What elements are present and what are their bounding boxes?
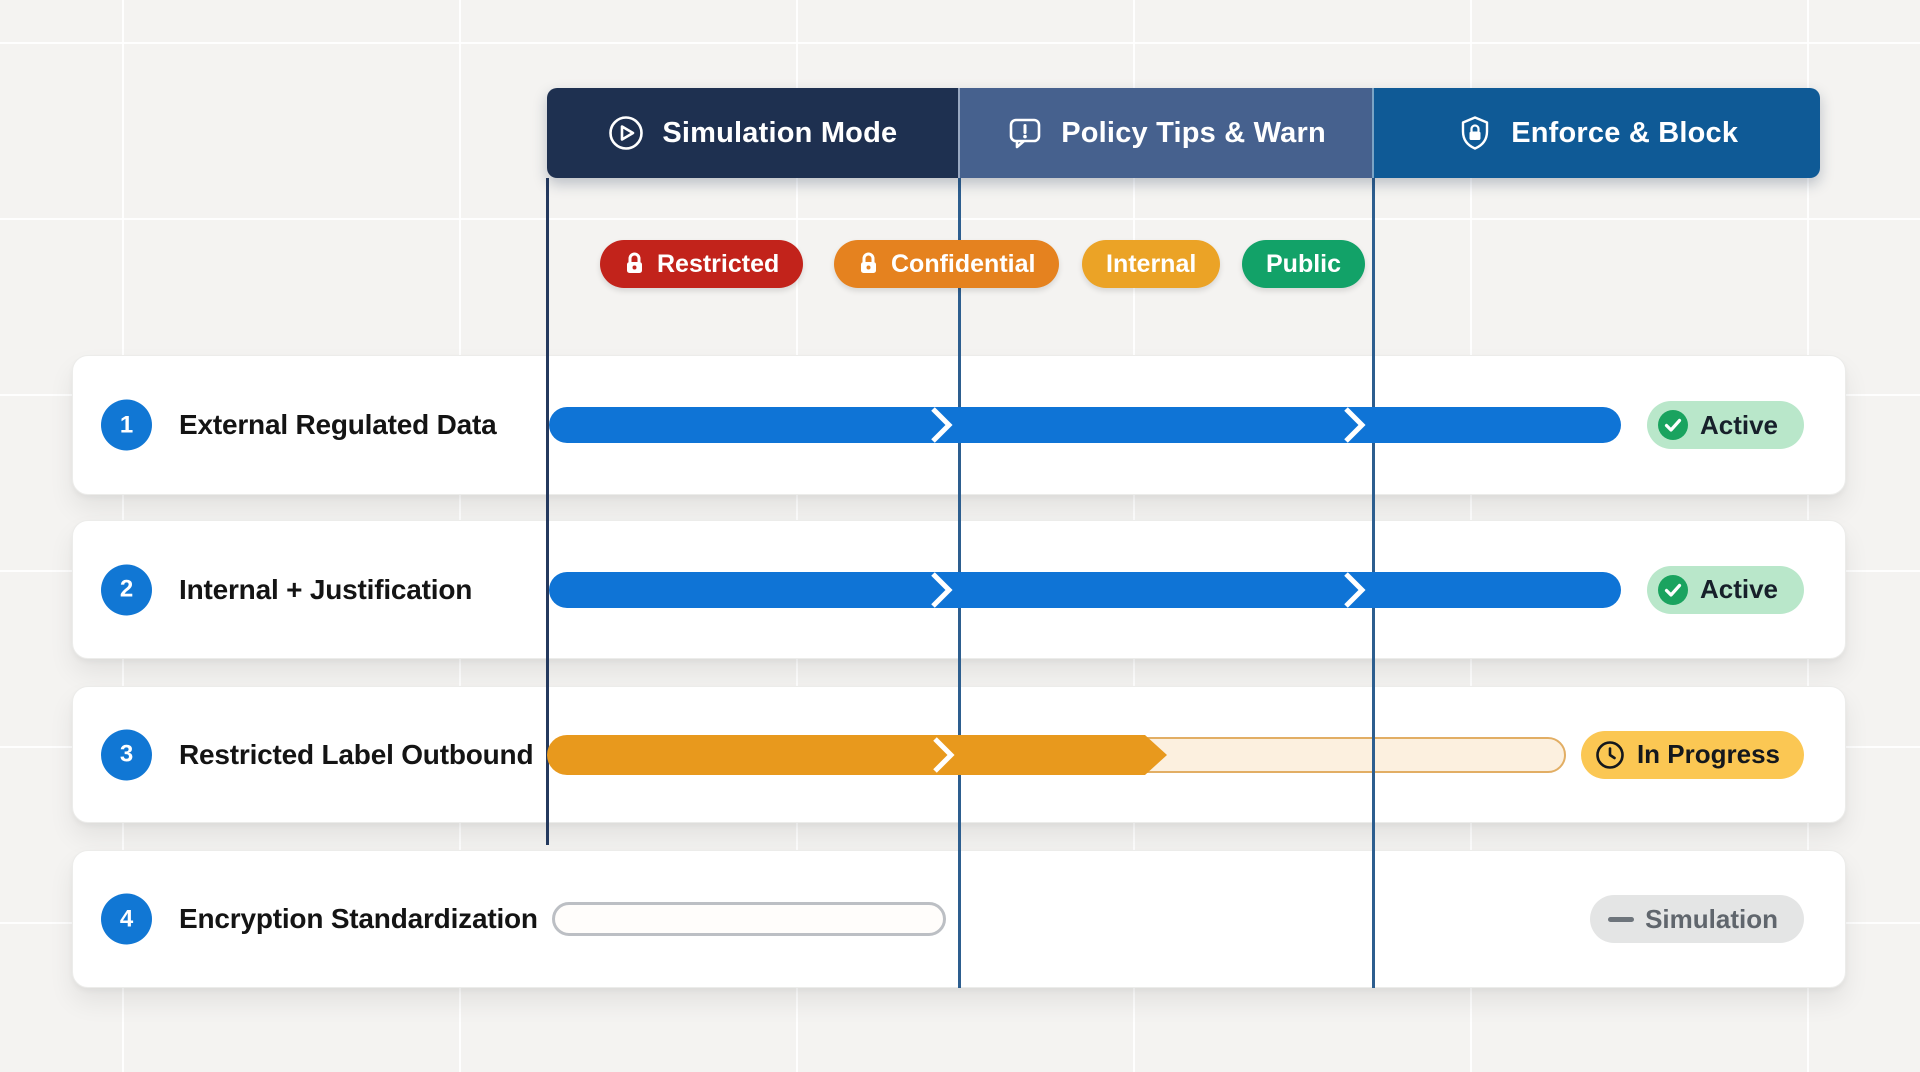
row-number-badge: 2	[101, 564, 152, 615]
row-number-badge: 1	[101, 399, 152, 451]
progress-bar-full	[549, 571, 1621, 608]
progress-track-empty	[552, 902, 946, 936]
clock-icon	[1596, 740, 1624, 769]
row-title: Internal + Justification	[179, 573, 473, 605]
phase-guideline-1	[546, 178, 549, 845]
row-title: Restricted Label Outbound	[179, 738, 534, 770]
status-label: Active	[1699, 574, 1778, 604]
progress-bar-partial	[547, 734, 1169, 775]
bar-chevron-icon	[1344, 571, 1366, 608]
check-circle-icon	[1657, 410, 1688, 440]
tab-label: Simulation Mode	[662, 116, 898, 149]
chip-label: Restricted	[657, 249, 780, 278]
row-title: Encryption Standardization	[179, 903, 538, 935]
policy-tip-icon	[1009, 118, 1041, 149]
play-circle-icon	[609, 116, 644, 150]
row-number-badge: 3	[101, 729, 152, 780]
status-badge-simulation: Simulation	[1590, 895, 1804, 943]
progress-bar-fill	[547, 734, 1167, 775]
bar-chevron-icon	[933, 736, 955, 773]
status-label: Simulation	[1645, 903, 1778, 934]
bar-chevron-icon	[931, 571, 953, 608]
lock-icon	[861, 252, 876, 273]
row-number-badge: 4	[101, 893, 152, 945]
phase-header: Simulation Mode Policy Tips & Warn Enfor…	[547, 88, 1820, 178]
label-chip-confidential[interactable]: Confidential	[834, 240, 1060, 288]
tab-label: Enforce & Block	[1511, 116, 1739, 149]
check-circle-icon	[1657, 574, 1688, 605]
policy-row-external-regulated-data: 1 External Regulated Data Active	[72, 355, 1846, 495]
label-chip-public[interactable]: Public	[1242, 240, 1366, 288]
label-chip-restricted[interactable]: Restricted	[600, 240, 804, 288]
status-label: In Progress	[1636, 739, 1780, 769]
status-label: Active	[1699, 409, 1778, 440]
progress-bar-full	[549, 407, 1621, 443]
row-title: External Regulated Data	[179, 409, 497, 441]
tab-enforce-block[interactable]: Enforce & Block	[1372, 88, 1820, 178]
chip-label: Public	[1266, 249, 1342, 278]
bar-chevron-icon	[1344, 407, 1366, 443]
tab-policy-tips-warn[interactable]: Policy Tips & Warn	[957, 88, 1373, 178]
status-badge-active: Active	[1646, 565, 1804, 614]
chip-label: Confidential	[891, 249, 1036, 278]
bar-chevron-icon	[931, 407, 953, 443]
lock-icon	[627, 252, 642, 273]
tab-simulation-mode[interactable]: Simulation Mode	[547, 88, 958, 178]
shield-lock-icon	[1462, 116, 1489, 150]
label-chip-internal[interactable]: Internal	[1082, 240, 1221, 288]
dash-icon	[1608, 916, 1635, 922]
chip-label: Internal	[1106, 249, 1197, 278]
status-badge-in-progress: In Progress	[1580, 730, 1804, 779]
status-badge-active: Active	[1646, 401, 1804, 449]
tab-label: Policy Tips & Warn	[1061, 116, 1326, 149]
